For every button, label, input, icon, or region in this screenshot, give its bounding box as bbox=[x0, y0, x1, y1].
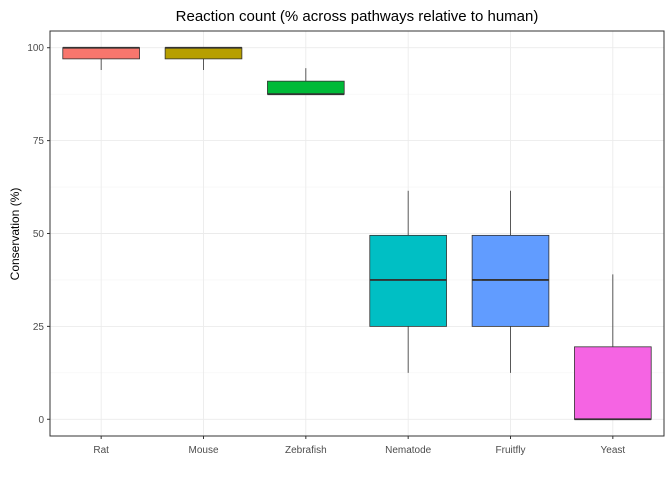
y-tick-label: 50 bbox=[33, 229, 45, 240]
x-tick-label: Zebrafish bbox=[285, 445, 327, 456]
box-zebrafish bbox=[267, 80, 345, 95]
axes: 0 25 50 75 100 Rat Mouse Zebrafish Nematode Fruit… bbox=[27, 43, 625, 456]
box-rat bbox=[62, 47, 140, 60]
medians bbox=[62, 46, 652, 421]
x-tick-label: Rat bbox=[93, 445, 109, 456]
grid-lines bbox=[50, 31, 664, 436]
chart-title: Reaction count (% across pathways relati… bbox=[176, 8, 539, 25]
box-fruitfly bbox=[471, 234, 550, 327]
x-tick-label: Mouse bbox=[188, 445, 218, 456]
y-tick-label: 0 bbox=[38, 415, 44, 426]
box-nematode bbox=[369, 234, 447, 327]
x-tick-label: Nematode bbox=[385, 445, 432, 456]
y-tick-label: 100 bbox=[27, 43, 44, 54]
y-tick-label: 75 bbox=[33, 136, 45, 147]
boxes bbox=[62, 47, 652, 420]
box-yeast bbox=[574, 346, 652, 420]
x-tick-label: Fruitfly bbox=[496, 445, 526, 456]
whiskers bbox=[100, 58, 614, 373]
y-tick-label: 25 bbox=[33, 322, 45, 333]
y-axis-title: Conservation (%) bbox=[8, 188, 22, 281]
x-tick-label: Yeast bbox=[601, 445, 626, 456]
box-mouse bbox=[164, 47, 243, 60]
